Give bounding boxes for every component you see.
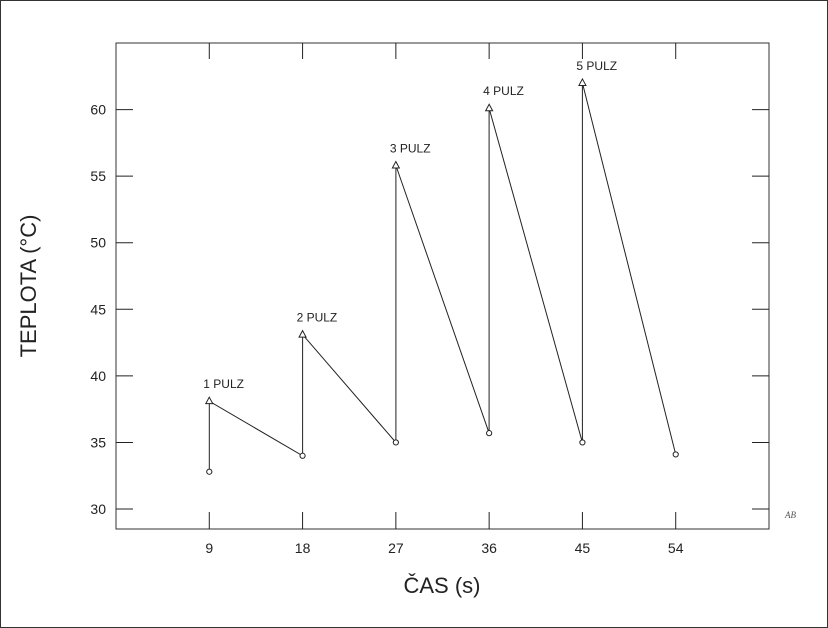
y-axis-title: TEPLOTA (°C) — [16, 215, 41, 358]
pulse-label: 2 PULZ — [297, 311, 338, 325]
corner-mark: AB — [784, 510, 796, 520]
data-point-triangle — [484, 103, 494, 112]
data-point-triangle — [298, 329, 307, 338]
data-point-circle — [579, 439, 586, 446]
y-tick-label: 40 — [90, 368, 106, 384]
x-axis-title: ČAS (s) — [404, 573, 481, 598]
data-point-circle — [486, 430, 493, 437]
data-point-circle — [672, 451, 679, 458]
x-tick-label: 9 — [205, 540, 213, 556]
pulse-label: 3 PULZ — [390, 141, 431, 155]
y-tick-label: 45 — [90, 301, 106, 317]
data-point-circle — [392, 439, 399, 446]
y-tick-label: 60 — [90, 102, 106, 118]
y-tick-label: 55 — [90, 168, 106, 184]
plot-area — [115, 42, 770, 530]
x-tick-label: 27 — [388, 540, 404, 556]
y-tick-label: 30 — [90, 501, 106, 517]
x-tick-label: 54 — [668, 540, 684, 556]
y-tick-label: 35 — [90, 434, 106, 450]
data-point-triangle — [204, 396, 214, 405]
series-line — [208, 82, 677, 472]
series-group: 1 PULZ 2 PULZ 3 PULZ 4 PULZ 5 PULZ — [203, 59, 679, 475]
pulse-label: 1 PULZ — [203, 377, 244, 391]
y-axis-ticks: 30 35 40 45 50 55 60 — [90, 102, 769, 517]
x-tick-label: 45 — [575, 540, 591, 556]
x-tick-label: 18 — [295, 540, 311, 556]
x-tick-label: 36 — [481, 540, 497, 556]
data-point-circle — [206, 468, 213, 475]
data-point-triangle — [578, 77, 587, 86]
data-point-triangle — [391, 160, 401, 169]
data-point-circle — [299, 452, 306, 459]
pulse-label: 4 PULZ — [483, 84, 524, 98]
x-axis-ticks: 9 18 27 36 45 54 — [205, 43, 684, 556]
pulse-label: 5 PULZ — [576, 59, 617, 73]
y-tick-label: 50 — [90, 235, 106, 251]
